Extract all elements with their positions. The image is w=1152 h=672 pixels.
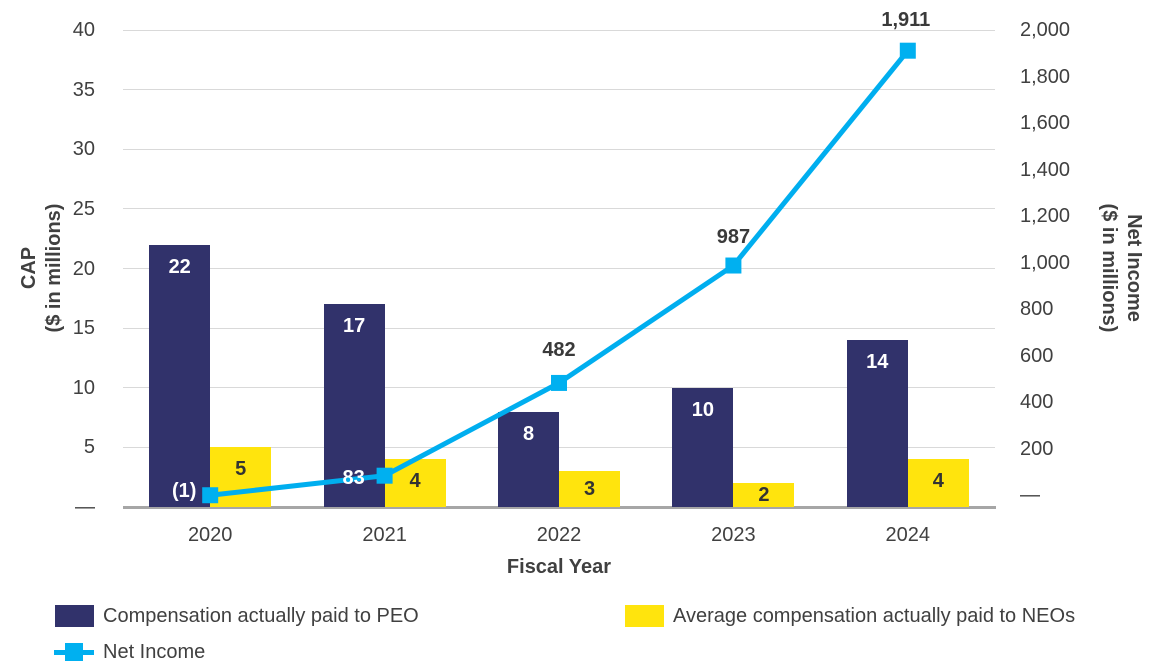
right-axis-tick-label: 200 xyxy=(1020,437,1054,460)
bar-label-peo-2020: 22 xyxy=(168,255,191,278)
right-axis-tick-label: 1,400 xyxy=(1020,158,1071,181)
right-axis-tick-label: 1,600 xyxy=(1020,112,1071,134)
left-axis-tick-label: 15 xyxy=(72,317,95,340)
net-income-label-2022: 482 xyxy=(542,338,576,361)
x-axis-category-label: 2021 xyxy=(362,524,407,546)
right-axis-tick-label: 2,000 xyxy=(1020,19,1071,41)
right-axis-title-line2: ($ in millions) xyxy=(1098,203,1120,333)
bar-label-neo-2024: 4 xyxy=(932,470,944,493)
right-axis-tick-label: — xyxy=(1020,484,1040,506)
net-income-label-2024: 1,911 xyxy=(881,8,931,31)
x-axis-category-label: 2024 xyxy=(885,524,931,546)
left-axis-tick-label: — xyxy=(75,496,95,518)
net-income-label-2023: 987 xyxy=(716,225,751,248)
legend-item-neo: Average compensation actually paid to NE… xyxy=(625,605,1075,627)
neo-legend-swatch xyxy=(625,605,664,627)
right-axis-tick-label: 800 xyxy=(1020,298,1054,320)
peo-legend-swatch xyxy=(55,605,94,627)
net-income-legend-marker xyxy=(65,643,83,661)
left-axis-tick-label: 35 xyxy=(72,78,95,101)
right-axis-title-line1: Net Income xyxy=(1123,214,1145,322)
left-axis-tick-label: 5 xyxy=(83,436,95,459)
legend-label-peo: Compensation actually paid to PEO xyxy=(103,605,419,627)
x-axis-title: Fiscal Year xyxy=(506,556,612,578)
x-axis-line xyxy=(123,506,996,509)
bar-peo-2020 xyxy=(149,244,211,507)
right-axis-tick-label: 1,800 xyxy=(1020,65,1071,88)
x-axis-category-label: 2020 xyxy=(187,524,233,546)
net-income-label-2021: 83 xyxy=(342,466,365,489)
net-income-legend-glyph xyxy=(54,641,94,663)
gridline xyxy=(123,29,995,31)
left-axis-title-line2: ($ in millions) xyxy=(43,203,65,333)
right-axis-tick-label: 600 xyxy=(1020,344,1054,367)
left-axis-tick-label: 25 xyxy=(72,197,95,220)
left-axis-tick-label: 10 xyxy=(72,376,95,399)
net-income-label-2020: (1) xyxy=(171,480,197,503)
left-axis-tick-label: 30 xyxy=(72,138,95,161)
left-axis-tick-label: 40 xyxy=(72,19,95,41)
x-axis-category-label: 2023 xyxy=(711,524,756,546)
right-axis-title: Net Income ($ in millions) xyxy=(1096,204,1146,333)
right-axis-tick-label: 1,000 xyxy=(1020,251,1071,274)
left-axis-tick-label: 20 xyxy=(72,257,95,280)
right-axis-tick-label: 1,200 xyxy=(1020,205,1071,227)
left-axis-title: CAP ($ in millions) xyxy=(17,204,67,333)
legend-item-net-income: Net Income xyxy=(54,641,205,663)
right-axis-tick-label: 400 xyxy=(1020,391,1054,413)
x-axis-category-label: 2022 xyxy=(536,524,582,546)
legend-label-net-income: Net Income xyxy=(103,641,206,663)
legend-label-neo: Average compensation actually paid to NE… xyxy=(673,605,1076,627)
left-axis-title-line1: CAP xyxy=(18,246,40,290)
legend-item-peo: Compensation actually paid to PEO xyxy=(55,605,419,627)
bar-neo-2024 xyxy=(907,459,969,507)
